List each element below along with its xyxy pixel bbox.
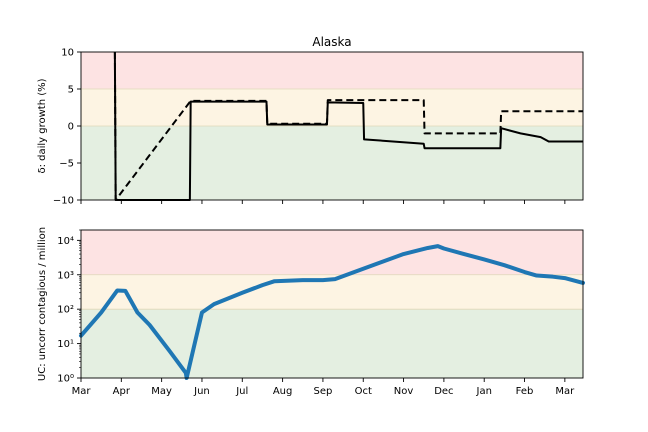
x-tick-label: Oct	[355, 386, 372, 397]
x-tick-label: Nov	[394, 386, 414, 397]
growth-rate-band-0	[81, 52, 583, 89]
contagious-bands	[81, 230, 583, 378]
contagious-band-0	[81, 230, 583, 275]
x-tick-label: Mar	[72, 386, 92, 397]
growth-rate-lines	[113, 51, 583, 201]
contagious-axes-frame	[80, 229, 584, 379]
contagious-x-ticks: Mar Apr May Jun Jul Aug Sep Oct Nov Dec Jan Feb Mar	[72, 378, 575, 397]
contagious-y-tick-label: 10¹	[57, 339, 74, 350]
growth-rate-y-tick-label: 10	[61, 48, 74, 59]
x-tick-label: Mar	[555, 386, 575, 397]
growth-rate-band-1	[81, 89, 583, 126]
x-tick-label: Jun	[193, 386, 210, 397]
growth-rate-bands	[81, 52, 583, 200]
growth-rate-band-2	[81, 126, 583, 200]
growth-rate-series-solid	[113, 51, 583, 201]
contagious-y-axis-label: UC: uncorr contagious / million	[37, 227, 48, 381]
x-tick-label: Dec	[434, 386, 453, 397]
growth-rate-series-dashed	[113, 51, 583, 201]
x-tick-label: Feb	[516, 386, 534, 397]
contagious-series-solid	[79, 244, 585, 380]
growth-rate-panel: −10 −5 0 5 10 Alaska δ: daily growth (%)	[37, 35, 584, 207]
contagious-y-tick-label: 10⁰	[57, 374, 74, 385]
growth-rate-y-tick-label: 5	[68, 85, 74, 96]
x-tick-label: May	[151, 386, 172, 397]
contagious-band-2	[81, 309, 583, 378]
contagious-y-tick-label: 10²	[57, 305, 74, 316]
contagious-y-tick-label: 10³	[57, 270, 74, 281]
contagious-y-tick-label: 10⁴	[57, 236, 74, 247]
growth-rate-y-ticks: −10 −5 0 5 10	[53, 48, 81, 207]
growth-rate-y-axis-label: δ: daily growth (%)	[37, 78, 48, 173]
chart-title: Alaska	[312, 35, 351, 49]
growth-rate-y-tick-label: −10	[53, 196, 74, 207]
x-tick-label: Apr	[113, 386, 131, 397]
x-tick-label: Sep	[313, 386, 332, 397]
growth-rate-x-ticks	[80, 200, 566, 204]
growth-rate-y-tick-label: −5	[59, 159, 74, 170]
x-tick-label: Aug	[273, 386, 293, 397]
x-tick-label: Jul	[235, 386, 248, 397]
growth-rate-y-tick-label: 0	[68, 122, 74, 133]
contagious-y-ticks: 10⁰ 10¹ 10² 10³ 10⁴	[57, 229, 81, 385]
contagious-lines	[79, 244, 585, 380]
contagious-panel: 10⁰ 10¹ 10² 10³ 10⁴ Mar Apr May Jun Jul Aug Sep Oct…	[37, 227, 585, 397]
x-tick-label: Jan	[476, 386, 492, 397]
